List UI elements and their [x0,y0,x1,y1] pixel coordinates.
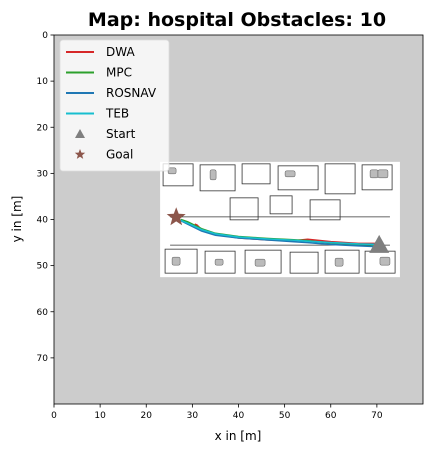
x-axis-ticks: 0 10 20 30 40 50 60 70 [51,404,383,421]
legend-label-dwa: DWA [106,45,135,59]
legend-swatch-start [75,129,85,138]
map-area [160,161,400,278]
series-line-teb [175,217,380,246]
series-line-rosnav [178,218,380,248]
y-tick-label: 60 [37,308,49,318]
x-tick-label: 60 [325,411,337,421]
x-axis-label: x in [m] [215,429,262,443]
x-tick-label: 50 [279,411,291,421]
x-tick-label: 30 [187,411,199,421]
legend-label-teb: TEB [105,107,129,121]
legend: DWA MPC ROSNAV TEB Start Goal [59,39,170,172]
y-tick-label: 30 [37,169,49,179]
x-tick-label: 10 [94,411,106,421]
series-layer [175,217,380,248]
chart-title: Map: hospital Obstacles: 10 [88,9,386,31]
y-axis-label: y in [m] [10,196,24,243]
y-tick-label: 20 [37,123,49,133]
map-walls [162,163,396,274]
y-tick-label: 0 [42,31,48,41]
map-furniture [167,167,391,267]
y-tick-label: 70 [37,354,49,364]
map-layer [160,161,400,278]
y-tick-label: 50 [37,262,49,272]
goal-marker [166,207,186,226]
legend-label-start: Start [106,127,136,141]
x-tick-label: 40 [233,411,245,421]
y-tick-label: 40 [37,216,49,226]
y-axis-ticks: 0 10 20 30 40 50 60 70 [37,31,54,364]
legend-label-rosnav: ROSNAV [106,86,157,100]
marker-layer [166,207,390,253]
x-tick-label: 0 [51,411,57,421]
x-tick-label: 70 [371,411,383,421]
start-marker [369,234,390,253]
legend-label-mpc: MPC [106,66,132,80]
x-tick-label: 20 [141,411,153,421]
legend-label-goal: Goal [106,148,133,162]
y-tick-label: 10 [37,77,49,87]
legend-swatch-goal [74,149,86,159]
